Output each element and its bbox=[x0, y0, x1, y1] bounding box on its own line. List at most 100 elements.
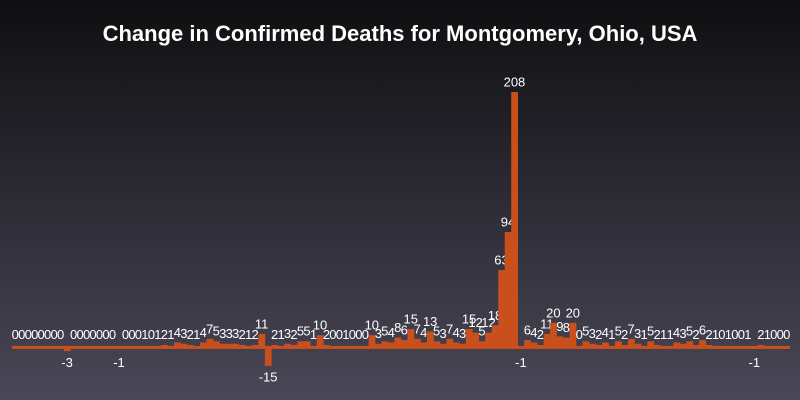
bar bbox=[206, 338, 214, 348]
bar bbox=[556, 336, 564, 348]
value-label: 2 bbox=[187, 327, 194, 342]
value-label: 15 bbox=[462, 311, 476, 326]
value-label: 5 bbox=[615, 324, 622, 339]
value-label: 1 bbox=[154, 327, 161, 342]
bar bbox=[640, 346, 648, 348]
bar bbox=[420, 342, 428, 348]
value-label: 0 bbox=[731, 327, 738, 342]
value-label: 1 bbox=[141, 327, 148, 342]
bar bbox=[375, 343, 382, 348]
value-label: 5 bbox=[582, 324, 589, 339]
value-label: 8 bbox=[394, 320, 401, 335]
value-label: 6 bbox=[401, 323, 408, 338]
bar bbox=[673, 342, 681, 348]
bar bbox=[530, 342, 538, 348]
bar bbox=[303, 341, 311, 348]
bar bbox=[258, 333, 266, 348]
value-label: 2 bbox=[537, 327, 544, 342]
value-label: 7 bbox=[446, 321, 453, 336]
value-label: 3 bbox=[219, 326, 226, 341]
bar bbox=[744, 346, 752, 348]
value-label: 2 bbox=[161, 327, 168, 342]
plot: 0 0 0 0 0 0 0 0-30 0 0 0 0 0 0-10 0 0 1 0 1 2 1 4 3 2 1 4 7 5 3 3 3 2 1 2… bbox=[12, 74, 791, 384]
value-label: 3 bbox=[440, 326, 447, 341]
bar bbox=[692, 344, 700, 348]
value-label: 20 bbox=[546, 305, 560, 320]
bar bbox=[310, 346, 318, 348]
value-label: 4 bbox=[388, 325, 395, 340]
value-label: 2 bbox=[757, 327, 764, 342]
value-label: 7 bbox=[414, 321, 421, 336]
bar bbox=[491, 325, 499, 348]
value-label: 0 bbox=[83, 327, 90, 342]
value-label: 0 bbox=[38, 327, 45, 342]
bar bbox=[174, 342, 181, 348]
value-label: 0 bbox=[349, 327, 356, 342]
value-label: 5 bbox=[478, 324, 485, 339]
bar bbox=[725, 346, 732, 348]
bar bbox=[614, 341, 622, 348]
bar bbox=[141, 346, 149, 348]
value-label: 10 bbox=[313, 318, 327, 333]
value-label: 1 bbox=[712, 327, 719, 342]
value-label: 1 bbox=[660, 327, 667, 342]
bar bbox=[264, 347, 272, 366]
bar bbox=[225, 343, 233, 348]
value-label: 0 bbox=[148, 327, 155, 342]
bar bbox=[277, 346, 285, 348]
value-label: 4 bbox=[174, 325, 181, 340]
value-label: 1 bbox=[725, 327, 732, 342]
value-label: 0 bbox=[89, 327, 96, 342]
value-label: 0 bbox=[96, 327, 103, 342]
value-label: 2 bbox=[621, 327, 628, 342]
bar bbox=[238, 344, 246, 348]
value-label: 3 bbox=[375, 326, 382, 341]
value-label: 0 bbox=[355, 327, 362, 342]
value-label: 4 bbox=[673, 325, 680, 340]
value-label: -1 bbox=[515, 355, 527, 370]
value-label: 2 bbox=[239, 327, 246, 342]
bar bbox=[426, 331, 434, 348]
bar bbox=[537, 344, 544, 348]
value-label: 3 bbox=[679, 326, 686, 341]
bar bbox=[627, 338, 635, 348]
bar bbox=[154, 346, 162, 348]
value-label: 7 bbox=[628, 321, 635, 336]
value-label: 7 bbox=[206, 321, 213, 336]
value-label: -3 bbox=[61, 355, 73, 370]
value-label: 0 bbox=[362, 327, 369, 342]
bar bbox=[595, 344, 603, 348]
value-label: 0 bbox=[25, 327, 32, 342]
value-label: 0 bbox=[51, 327, 58, 342]
value-label: 5 bbox=[686, 324, 693, 339]
value-label: 0 bbox=[12, 327, 19, 342]
value-label: 3 bbox=[180, 326, 187, 341]
bar bbox=[660, 346, 668, 348]
bar bbox=[381, 341, 389, 348]
bar bbox=[705, 344, 713, 348]
value-label: 2 bbox=[252, 327, 259, 342]
bar bbox=[251, 344, 259, 348]
bar bbox=[504, 232, 512, 348]
bar bbox=[601, 342, 609, 348]
value-label: 4 bbox=[420, 325, 427, 340]
bar bbox=[413, 338, 421, 348]
bar bbox=[245, 346, 253, 348]
value-label: 2 bbox=[323, 327, 330, 342]
bar bbox=[368, 335, 376, 348]
value-label: 0 bbox=[336, 327, 343, 342]
value-label: 0 bbox=[783, 327, 790, 342]
bar bbox=[666, 346, 674, 348]
bar bbox=[465, 329, 473, 348]
bar bbox=[582, 341, 590, 348]
value-label: 0 bbox=[738, 327, 745, 342]
bar bbox=[459, 343, 467, 348]
bar bbox=[679, 343, 687, 348]
bar bbox=[212, 341, 220, 348]
value-label: 0 bbox=[70, 327, 77, 342]
value-label: 13 bbox=[423, 314, 437, 329]
bar bbox=[342, 346, 350, 348]
value-label: 0 bbox=[102, 327, 109, 342]
bar bbox=[569, 322, 577, 348]
